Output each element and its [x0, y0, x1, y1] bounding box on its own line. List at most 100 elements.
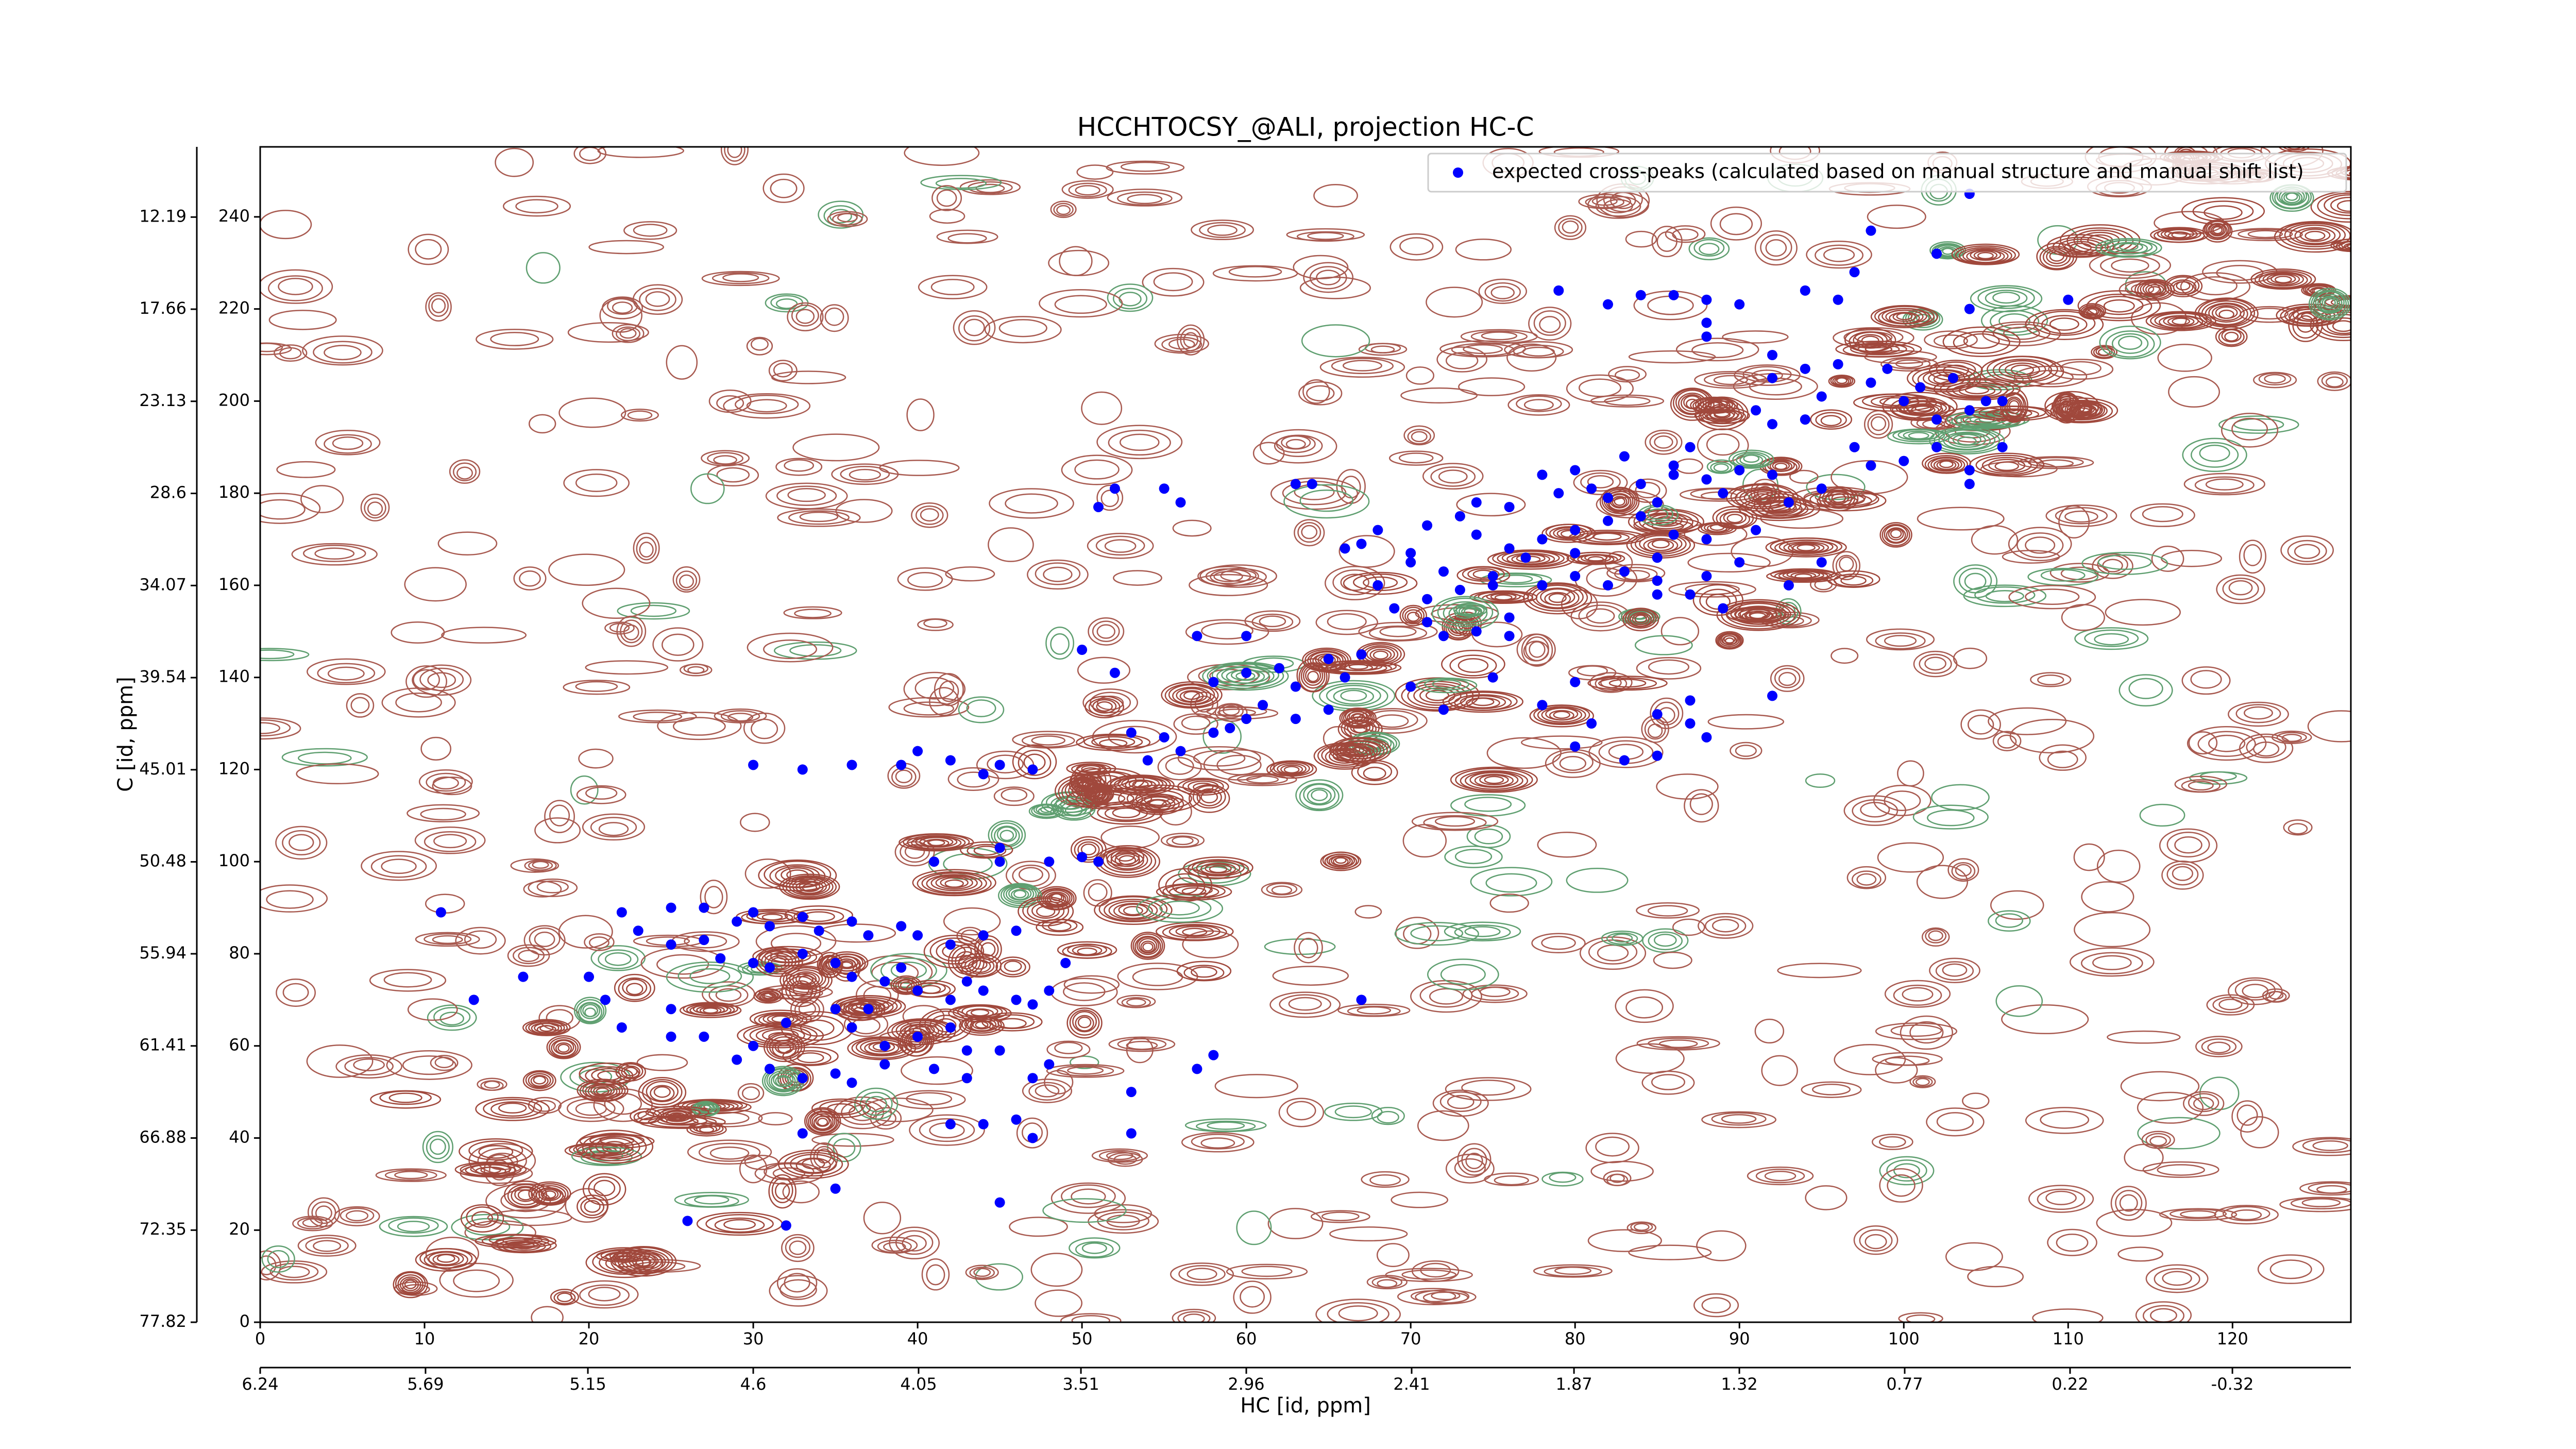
contour — [2094, 633, 2129, 646]
data-point — [1027, 999, 1038, 1010]
contour — [2142, 282, 2167, 296]
contour — [1197, 566, 1259, 587]
contour — [2208, 303, 2245, 323]
contour — [1177, 746, 1261, 771]
contour — [507, 1184, 544, 1208]
data-point — [1405, 557, 1416, 568]
contour — [1537, 831, 1597, 858]
contour — [302, 545, 366, 562]
contour — [276, 979, 316, 1007]
contour — [1092, 699, 1117, 714]
data-point — [468, 995, 479, 1005]
contour — [1888, 358, 1931, 370]
contour — [988, 527, 1034, 562]
contour — [375, 1168, 447, 1182]
contour — [1648, 931, 1683, 951]
contour — [1036, 804, 1057, 815]
contour — [384, 1169, 437, 1181]
contour — [2290, 1197, 2351, 1210]
data-point — [961, 1073, 972, 1084]
contour — [2193, 276, 2238, 296]
data-point — [699, 902, 709, 913]
contour — [1005, 493, 1058, 514]
data-point — [1833, 294, 1843, 305]
contour — [1608, 679, 1647, 688]
data-point — [1899, 456, 1909, 466]
contour — [1097, 1211, 1149, 1231]
data-point — [1027, 1133, 1038, 1143]
contour — [1755, 1168, 1805, 1184]
contour — [2110, 1186, 2147, 1221]
contour — [1432, 679, 1462, 689]
contour — [781, 1234, 815, 1262]
contour — [1953, 647, 1988, 669]
contour — [582, 587, 651, 619]
contour — [963, 318, 985, 336]
contour — [580, 1198, 605, 1216]
contour — [1696, 1230, 1747, 1261]
data-point — [1142, 755, 1153, 766]
contour — [1042, 1198, 1127, 1223]
contour — [525, 1020, 568, 1036]
contour — [2221, 413, 2279, 448]
contour — [788, 510, 850, 525]
contour — [1687, 552, 1771, 573]
contour — [687, 1139, 772, 1165]
contour — [1096, 425, 1183, 460]
contour — [1193, 782, 1214, 791]
contour — [1035, 1289, 1083, 1317]
data-point — [797, 1128, 808, 1139]
contour — [2137, 1117, 2221, 1150]
data-point — [1487, 580, 1498, 591]
data-point — [846, 916, 857, 927]
data-point — [1603, 580, 1614, 591]
contour — [2243, 544, 2262, 566]
contour — [1013, 889, 1027, 899]
contour — [2324, 194, 2351, 216]
contour — [1644, 513, 1688, 530]
contour — [1192, 859, 1245, 877]
contour — [1853, 1225, 1899, 1255]
contour — [1651, 1074, 1685, 1090]
contour — [1108, 429, 1171, 456]
contour — [1736, 453, 1767, 467]
contour — [1701, 1111, 1777, 1128]
contour — [1274, 434, 1323, 457]
contour — [432, 777, 472, 796]
contour — [959, 179, 1021, 195]
contour — [379, 1090, 432, 1105]
contour — [2141, 1131, 2175, 1149]
contour — [2190, 670, 2222, 689]
contour — [524, 859, 557, 872]
contour — [437, 531, 498, 555]
data-point — [666, 939, 676, 950]
contour — [2149, 1136, 2167, 1147]
contour — [1126, 998, 1146, 1007]
contour — [484, 1081, 500, 1089]
contour — [1069, 1237, 1121, 1259]
contour — [1297, 521, 1321, 543]
data-point — [1603, 515, 1614, 526]
x-tick-label: 110 — [2053, 1329, 2084, 1349]
contour — [276, 461, 336, 478]
data-point — [1454, 584, 1465, 595]
contour — [1934, 334, 1969, 348]
contour — [1340, 689, 1367, 702]
data-point — [1751, 525, 1761, 535]
contour — [1819, 486, 1859, 512]
contour — [476, 328, 554, 350]
contour — [1522, 346, 1555, 357]
contour — [713, 455, 737, 465]
contour — [1083, 879, 1112, 907]
contour — [904, 1031, 928, 1053]
contour — [2224, 331, 2239, 342]
contour — [420, 807, 466, 821]
data-point — [1866, 460, 1876, 471]
data-point — [699, 935, 709, 946]
contour — [1005, 885, 1035, 903]
contour — [2315, 311, 2351, 339]
contour — [1427, 958, 1499, 991]
contour — [268, 275, 323, 301]
contour — [487, 1209, 572, 1226]
contour — [1589, 672, 1633, 693]
